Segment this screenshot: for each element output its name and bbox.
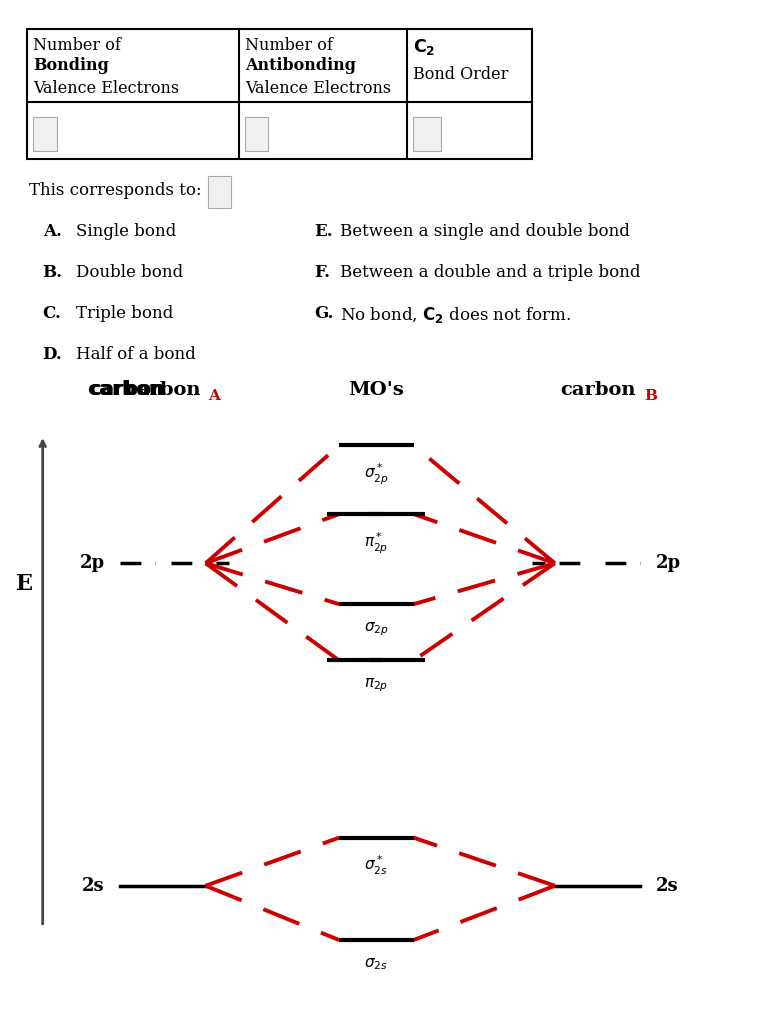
- Text: $\sigma_{2p}$: $\sigma_{2p}$: [364, 621, 389, 638]
- Text: carbon: carbon: [559, 381, 636, 399]
- Bar: [208, 176, 231, 208]
- Text: $\mathbf{C_2}$: $\mathbf{C_2}$: [413, 37, 435, 57]
- Text: $\mathbf{carbon}$: $\mathbf{carbon}$: [87, 380, 163, 399]
- Text: F.: F.: [314, 264, 331, 282]
- Text: $\sigma^*_{2s}$: $\sigma^*_{2s}$: [365, 854, 388, 878]
- Text: Valence Electrons: Valence Electrons: [33, 80, 179, 97]
- Text: Between a double and a triple bond: Between a double and a triple bond: [340, 264, 640, 282]
- Text: $\pi_{2p}$: $\pi_{2p}$: [364, 677, 389, 694]
- Text: G.: G.: [314, 305, 334, 323]
- Text: Half of a bond: Half of a bond: [76, 346, 196, 364]
- Text: Single bond: Single bond: [76, 223, 176, 241]
- Bar: [413, 117, 441, 151]
- Text: No bond, $\mathbf{C_2}$ does not form.: No bond, $\mathbf{C_2}$ does not form.: [340, 305, 571, 326]
- Text: $\mathbf{carbon}$: $\mathbf{carbon}$: [89, 380, 165, 399]
- Text: Number of: Number of: [33, 37, 126, 54]
- Text: carbon: carbon: [125, 381, 201, 399]
- Text: Number of: Number of: [245, 37, 338, 54]
- Text: C.: C.: [43, 305, 61, 323]
- Text: 2p: 2p: [80, 554, 105, 572]
- Text: Valence Electrons: Valence Electrons: [245, 80, 391, 97]
- Text: A.: A.: [43, 223, 61, 241]
- Text: Antibonding: Antibonding: [245, 57, 356, 75]
- Text: Double bond: Double bond: [76, 264, 183, 282]
- Text: D.: D.: [43, 346, 62, 364]
- Text: Triple bond: Triple bond: [76, 305, 173, 323]
- Text: E: E: [16, 572, 33, 595]
- Text: 2s: 2s: [82, 877, 105, 895]
- Text: 2p: 2p: [656, 554, 681, 572]
- Text: This corresponds to:: This corresponds to:: [29, 182, 202, 200]
- Text: Bond Order: Bond Order: [413, 66, 508, 83]
- Text: 2s: 2s: [656, 877, 678, 895]
- Text: Bonding: Bonding: [33, 57, 109, 75]
- Text: A: A: [208, 389, 220, 403]
- Bar: [33, 117, 57, 151]
- Bar: [27, 29, 532, 159]
- Text: $\sigma^*_{2p}$: $\sigma^*_{2p}$: [364, 462, 389, 487]
- Bar: [245, 117, 268, 151]
- Text: $\sigma_{2s}$: $\sigma_{2s}$: [365, 956, 388, 972]
- Text: E.: E.: [314, 223, 333, 241]
- Text: Between a single and double bond: Between a single and double bond: [340, 223, 630, 241]
- Text: B.: B.: [43, 264, 63, 282]
- Text: $\pi^*_{2p}$: $\pi^*_{2p}$: [364, 530, 389, 556]
- Text: B: B: [644, 389, 657, 403]
- Text: MO's: MO's: [348, 381, 404, 399]
